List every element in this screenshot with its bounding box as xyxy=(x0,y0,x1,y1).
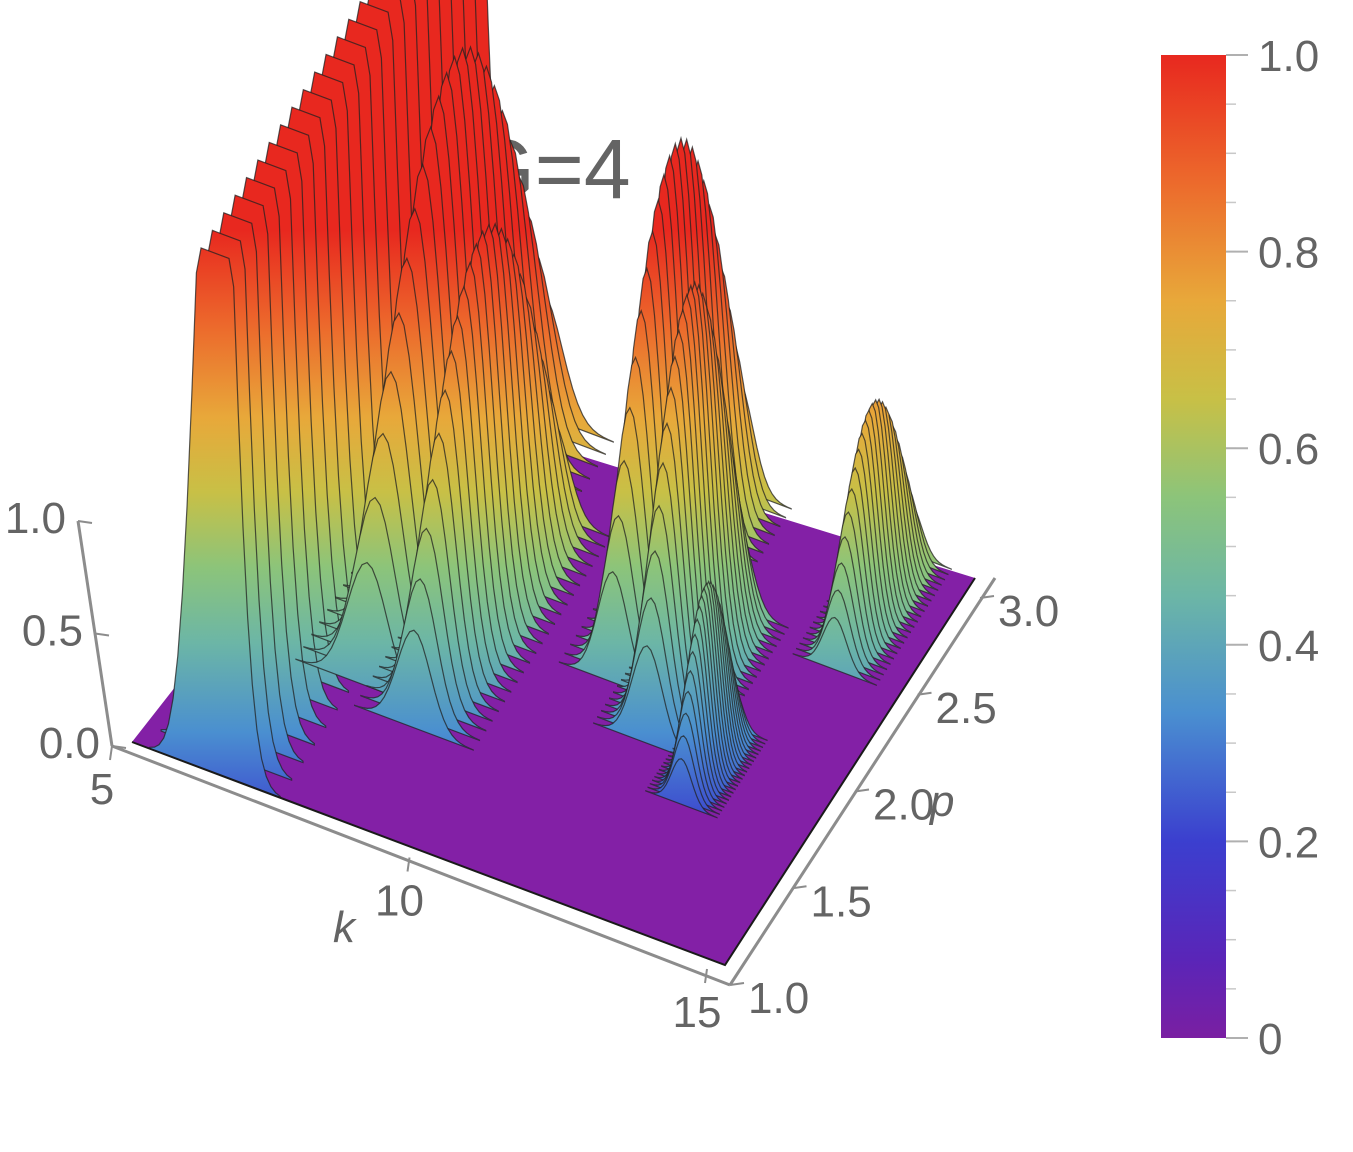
colorbar-tick-label: 0.8 xyxy=(1258,229,1319,278)
colorbar-tick-label: 0.6 xyxy=(1258,425,1319,474)
colorbar-tick-label: 0.4 xyxy=(1258,622,1319,671)
k-axis-label: k xyxy=(333,903,357,952)
p-tick-mark xyxy=(854,788,870,793)
p-tick-label: 1.0 xyxy=(748,974,809,1023)
z-tick-mark xyxy=(111,745,127,749)
colorbar: 0 0.2 0.4 0.6 0.8 1.0 xyxy=(1161,32,1319,1064)
k-tick-label: 10 xyxy=(375,877,424,926)
colorbar-gradient xyxy=(1161,55,1226,1038)
colorbar-tick-label: 0.2 xyxy=(1258,818,1319,867)
z-tick-label: 0.0 xyxy=(39,719,100,768)
p-tick-mark xyxy=(917,691,932,696)
p-tick-label: 1.5 xyxy=(811,877,872,926)
p-tick-mark xyxy=(729,982,745,986)
ridge-6 xyxy=(792,397,952,687)
ridge-5 xyxy=(593,280,789,765)
k-tick-mark xyxy=(704,968,708,984)
k-tick-mark xyxy=(109,745,113,761)
z-tick-mark xyxy=(77,520,93,524)
colorbar-tick-label: 0 xyxy=(1258,1015,1282,1064)
p-tick-mark xyxy=(792,885,807,890)
k-axis-line xyxy=(111,744,731,987)
p-tick-label: 3.0 xyxy=(998,587,1059,636)
p-tick-label: 2.0 xyxy=(873,781,934,830)
colorbar-tick-label: 1.0 xyxy=(1258,32,1319,81)
p-tick-label: 2.5 xyxy=(936,684,997,733)
p-axis-label: p xyxy=(928,777,954,826)
surface-ridges xyxy=(149,0,952,819)
k-tick-label: 15 xyxy=(673,988,722,1037)
k-tick-mark xyxy=(406,857,411,872)
k-tick-label: 5 xyxy=(90,765,114,814)
z-tick-mark xyxy=(94,632,110,637)
ridge-3 xyxy=(354,222,612,751)
ridge-7 xyxy=(645,580,768,819)
colorbar-ticks: 0 0.2 0.4 0.6 0.8 1.0 xyxy=(1226,32,1319,1064)
z-tick-label: 0.5 xyxy=(22,607,83,656)
p-tick-mark xyxy=(979,595,995,599)
surface-front-edge xyxy=(131,577,976,967)
z-tick-label: 1.0 xyxy=(5,494,66,543)
p-axis-line xyxy=(728,577,997,986)
